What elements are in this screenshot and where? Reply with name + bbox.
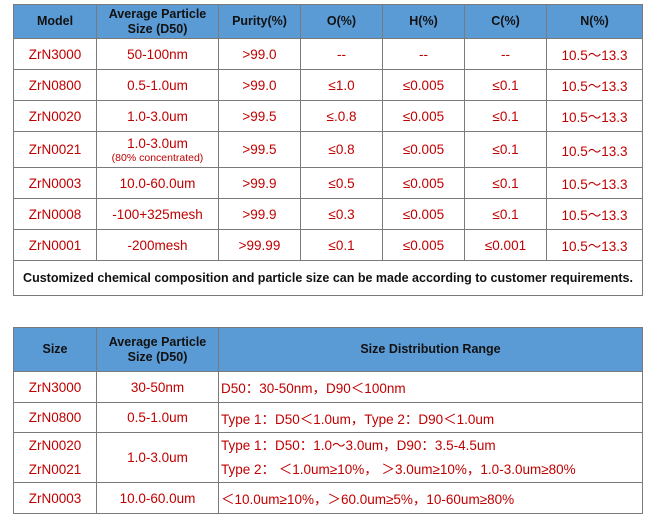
table-row: ZrN0800 0.5-1.0um Type 1：D50＜1.0um，Type … xyxy=(13,402,643,433)
table-row: ZrN0001 -200mesh >99.99 ≤0.1 ≤0.005 ≤0.0… xyxy=(13,229,643,261)
nitrogen-cell: 10.5～13.3 xyxy=(546,167,643,199)
table-row: ZrN3000 50-100nm >99.0 -- -- -- 10.5～13.… xyxy=(13,38,643,70)
header-purity: Purity(%) xyxy=(218,4,301,39)
oxygen-cell: ≤0.1 xyxy=(300,229,383,261)
particle-size-cell: 0.5-1.0um xyxy=(96,69,219,101)
table-row: ZrN0020 1.0-3.0um >99.5 ≤.0.8 ≤0.005 ≤0.… xyxy=(13,100,643,132)
model-cell: ZrN0800 xyxy=(13,69,97,101)
particle-size-value: 1.0-3.0um xyxy=(127,135,188,151)
distribution-range-cell: D50：30-50nm，D90＜100nm xyxy=(218,371,643,403)
oxygen-cell: ≤.0.8 xyxy=(300,100,383,132)
purity-cell: >99.99 xyxy=(218,229,301,261)
particle-size-cell: 1.0-3.0um (80% concentrated) xyxy=(96,131,219,168)
particle-size-note: (80% concentrated) xyxy=(111,151,204,164)
note-row: Customized chemical composition and part… xyxy=(13,260,643,296)
particle-size-cell: 10.0-60.0um xyxy=(96,167,219,199)
purity-cell: >99.5 xyxy=(218,131,301,168)
header-average-particle-size: Average Particle Size (D50) xyxy=(96,327,219,372)
table-row: ZrN0003 10.0-60.0um >99.9 ≤0.5 ≤0.005 ≤0… xyxy=(13,167,643,199)
particle-size-cell: 0.5-1.0um xyxy=(96,402,219,433)
model-cell: ZrN0001 xyxy=(13,229,97,261)
composition-table: Model Average Particle Size (D50) Purity… xyxy=(13,4,643,296)
purity-cell: >99.5 xyxy=(218,100,301,132)
header-average-particle-size: Average Particle Size (D50) xyxy=(96,4,219,39)
header-oxygen: O(%) xyxy=(300,4,383,39)
size-distribution-table: Size Average Particle Size (D50) Size Di… xyxy=(13,327,643,514)
model-cell: ZrN0020 xyxy=(13,100,97,132)
nitrogen-cell: 10.5～13.3 xyxy=(546,69,643,101)
model-cell: ZrN0003 xyxy=(13,482,97,514)
model-name: ZrN0020 xyxy=(28,437,82,453)
carbon-cell: ≤0.1 xyxy=(464,69,547,101)
carbon-cell: ≤0.1 xyxy=(464,100,547,132)
table-row: ZrN3000 30-50nm D50：30-50nm，D90＜100nm xyxy=(13,371,643,403)
particle-size-cell: -100+325mesh xyxy=(96,198,219,230)
hydrogen-cell: ≤0.005 xyxy=(382,100,465,132)
purity-cell: >99.0 xyxy=(218,38,301,70)
oxygen-cell: ≤0.3 xyxy=(300,198,383,230)
distribution-type-2: Type 2： ＜1.0um≥10%， ＞3.0um≥10%，1.0-3.0um… xyxy=(221,461,576,477)
header-size-distribution-range: Size Distribution Range xyxy=(218,327,643,372)
nitrogen-cell: 10.5～13.3 xyxy=(546,38,643,70)
distribution-type-1: Type 1：D50：1.0～3.0um，D90：3.5-4.5um xyxy=(221,437,496,453)
carbon-cell: ≤0.1 xyxy=(464,131,547,168)
oxygen-cell: ≤1.0 xyxy=(300,69,383,101)
nitrogen-cell: 10.5～13.3 xyxy=(546,198,643,230)
nitrogen-cell: 10.5～13.3 xyxy=(546,131,643,168)
oxygen-cell: -- xyxy=(300,38,383,70)
table-row: ZrN0021 1.0-3.0um (80% concentrated) >99… xyxy=(13,131,643,168)
particle-size-cell: 1.0-3.0um xyxy=(96,100,219,132)
hydrogen-cell: ≤0.005 xyxy=(382,229,465,261)
nitrogen-cell: 10.5～13.3 xyxy=(546,229,643,261)
composition-header-row: Model Average Particle Size (D50) Purity… xyxy=(13,4,643,39)
table-row: ZrN0800 0.5-1.0um >99.0 ≤1.0 ≤0.005 ≤0.1… xyxy=(13,69,643,101)
customization-note: Customized chemical composition and part… xyxy=(13,260,643,296)
oxygen-cell: ≤0.5 xyxy=(300,167,383,199)
particle-size-cell: 50-100nm xyxy=(96,38,219,70)
particle-size-cell: 1.0-3.0um xyxy=(96,432,219,483)
carbon-cell: ≤0.1 xyxy=(464,198,547,230)
size-header-row: Size Average Particle Size (D50) Size Di… xyxy=(13,327,643,372)
purity-cell: >99.9 xyxy=(218,198,301,230)
model-cell: ZrN0020 ZrN0021 xyxy=(13,432,97,483)
model-cell: ZrN3000 xyxy=(13,38,97,70)
hydrogen-cell: -- xyxy=(382,38,465,70)
model-cell: ZrN3000 xyxy=(13,371,97,403)
carbon-cell: ≤0.1 xyxy=(464,167,547,199)
header-hydrogen: H(%) xyxy=(382,4,465,39)
particle-size-cell: -200mesh xyxy=(96,229,219,261)
header-nitrogen: N(%) xyxy=(546,4,643,39)
carbon-cell: ≤0.001 xyxy=(464,229,547,261)
nitrogen-cell: 10.5～13.3 xyxy=(546,100,643,132)
particle-size-cell: 10.0-60.0um xyxy=(96,482,219,514)
hydrogen-cell: ≤0.005 xyxy=(382,198,465,230)
model-cell: ZrN0800 xyxy=(13,402,97,433)
model-name: ZrN0021 xyxy=(28,461,82,477)
purity-cell: >99.9 xyxy=(218,167,301,199)
oxygen-cell: ≤0.8 xyxy=(300,131,383,168)
table-row: ZrN0003 10.0-60.0um ＜10.0um≥10%，＞60.0um≥… xyxy=(13,482,643,514)
purity-cell: >99.0 xyxy=(218,69,301,101)
carbon-cell: -- xyxy=(464,38,547,70)
hydrogen-cell: ≤0.005 xyxy=(382,69,465,101)
distribution-range-cell: Type 1：D50：1.0～3.0um，D90：3.5-4.5um Type … xyxy=(218,432,643,483)
table-row: ZrN0020 ZrN0021 1.0-3.0um Type 1：D50：1.0… xyxy=(13,432,643,483)
model-cell: ZrN0003 xyxy=(13,167,97,199)
model-cell: ZrN0008 xyxy=(13,198,97,230)
distribution-range-cell: Type 1：D50＜1.0um，Type 2：D90＜1.0um xyxy=(218,402,643,433)
header-size: Size xyxy=(13,327,97,372)
particle-size-cell: 30-50nm xyxy=(96,371,219,403)
header-carbon: C(%) xyxy=(464,4,547,39)
hydrogen-cell: ≤0.005 xyxy=(382,131,465,168)
hydrogen-cell: ≤0.005 xyxy=(382,167,465,199)
header-model: Model xyxy=(13,4,97,39)
model-cell: ZrN0021 xyxy=(13,131,97,168)
table-row: ZrN0008 -100+325mesh >99.9 ≤0.3 ≤0.005 ≤… xyxy=(13,198,643,230)
distribution-range-cell: ＜10.0um≥10%，＞60.0um≥5%，10-60um≥80% xyxy=(218,482,643,514)
